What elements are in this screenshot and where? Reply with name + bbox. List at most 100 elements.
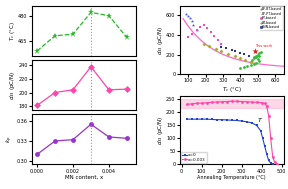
- x=0: [240, 120, 243, 122]
- Point: [233, 49, 237, 52]
- Point: [195, 29, 199, 32]
- Y-axis label: $d_{33}$ (pC/N): $d_{33}$ (pC/N): [156, 115, 165, 145]
- Point: [243, 58, 248, 61]
- x=0.003: [235, 100, 238, 102]
- x=0: [255, 124, 258, 127]
- x=0.003: [275, 163, 278, 165]
- x=0: [265, 153, 268, 155]
- Point: [190, 33, 194, 36]
- Point: [198, 26, 203, 29]
- Legend: x=0, x=0.003: x=0, x=0.003: [181, 152, 207, 163]
- Point: [252, 56, 257, 59]
- Point: [250, 59, 255, 62]
- Point: [224, 47, 229, 50]
- x=0.003: [190, 103, 193, 105]
- x=0.003: [200, 102, 203, 104]
- Point: [249, 61, 253, 64]
- Point: [186, 15, 191, 18]
- x=0: [205, 118, 208, 120]
- Point: [202, 24, 206, 27]
- x=0: [235, 119, 238, 122]
- x=0: [250, 122, 253, 124]
- x=0.003: [220, 101, 223, 103]
- Point: [249, 60, 253, 63]
- x=0.003: [245, 101, 248, 103]
- Point: [252, 57, 257, 60]
- Point: [219, 42, 223, 45]
- Point: [191, 24, 196, 27]
- Point: [259, 50, 264, 53]
- Point: [254, 56, 258, 59]
- x=0.003: [215, 101, 218, 103]
- Point: [195, 29, 199, 32]
- Point: [257, 60, 262, 63]
- x=0: [261, 137, 264, 139]
- Line: x=0.003: x=0.003: [185, 100, 278, 165]
- Point: [215, 38, 220, 41]
- Point: [249, 64, 253, 67]
- Point: [255, 53, 260, 56]
- Point: [190, 20, 194, 23]
- Point: [205, 27, 210, 30]
- Point: [202, 42, 206, 45]
- x=0.003: [225, 100, 228, 103]
- Point: [184, 13, 189, 16]
- Y-axis label: $k_p$: $k_p$: [5, 136, 15, 143]
- x=0.003: [230, 100, 233, 102]
- x=0: [190, 118, 193, 120]
- Point: [212, 34, 217, 37]
- Point: [238, 57, 242, 60]
- x=0: [230, 119, 233, 121]
- x=0.003: [195, 102, 198, 105]
- x=0: [195, 118, 198, 120]
- x=0: [210, 118, 213, 121]
- Point: [254, 54, 258, 57]
- Text: This work: This work: [255, 44, 272, 48]
- Point: [214, 47, 218, 50]
- Point: [209, 31, 213, 34]
- Line: x=0: x=0: [185, 118, 274, 165]
- x=0: [215, 119, 218, 121]
- Point: [245, 65, 249, 68]
- Point: [188, 17, 192, 20]
- Y-axis label: $T_c$ (°C): $T_c$ (°C): [8, 21, 17, 41]
- Point: [252, 63, 257, 66]
- x=0.003: [273, 161, 276, 163]
- Point: [255, 58, 260, 61]
- x=0: [220, 119, 223, 121]
- X-axis label: $T_c$ (°C): $T_c$ (°C): [222, 85, 242, 94]
- x=0: [263, 145, 266, 147]
- X-axis label: MN content, x: MN content, x: [65, 175, 103, 180]
- Point: [207, 44, 211, 47]
- x=0: [267, 159, 270, 162]
- x=0.003: [205, 102, 208, 104]
- x=0: [225, 119, 228, 121]
- Point: [238, 51, 242, 54]
- x=0.003: [255, 101, 258, 103]
- Point: [219, 49, 223, 52]
- x=0.003: [265, 105, 268, 107]
- Y-axis label: $d_{33}$ (pC/N): $d_{33}$ (pC/N): [8, 70, 17, 100]
- Point: [226, 52, 230, 55]
- x=0: [185, 118, 188, 120]
- Point: [247, 54, 251, 57]
- x=0.003: [240, 100, 243, 103]
- Point: [254, 62, 258, 65]
- x=0: [245, 121, 248, 123]
- Point: [241, 53, 246, 56]
- Point: [229, 48, 234, 51]
- Point: [186, 36, 191, 39]
- x=0.003: [269, 137, 272, 139]
- Point: [257, 51, 262, 54]
- Point: [219, 45, 223, 48]
- x=0.003: [267, 115, 270, 117]
- x=0.003: [185, 103, 188, 105]
- Point: [257, 54, 262, 57]
- Legend: BF-BT-based, BF-PT-based, PT-based, BT-based, KNN-based: BF-BT-based, BF-PT-based, PT-based, BT-b…: [259, 6, 283, 30]
- x=0.003: [210, 101, 213, 103]
- x=0.003: [250, 101, 253, 103]
- x=0: [271, 163, 274, 165]
- Point: [238, 67, 242, 70]
- Point: [241, 66, 246, 69]
- x=0: [200, 118, 203, 120]
